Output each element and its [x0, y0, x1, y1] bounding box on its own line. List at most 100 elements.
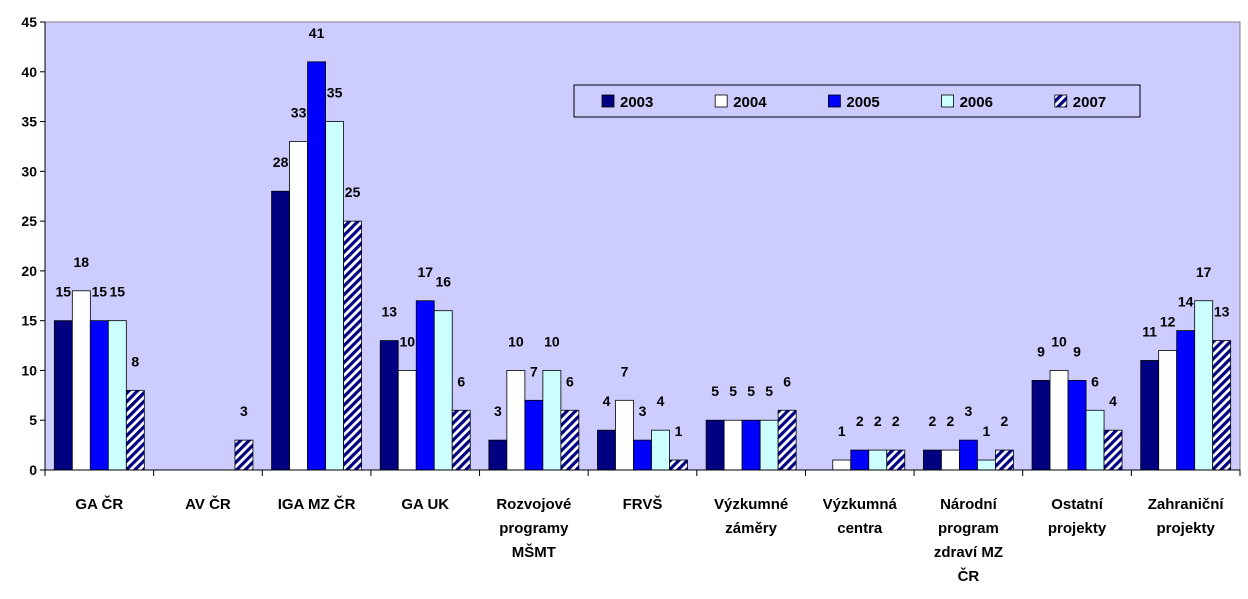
data-label-2007-4: 6	[566, 373, 574, 389]
data-label-2003-5: 4	[603, 393, 611, 409]
data-label-2003-10: 11	[1142, 323, 1157, 339]
x-tick-label-7: Výzkumná centra	[823, 496, 898, 537]
data-label-2007-6: 6	[783, 373, 791, 389]
data-label-2004-5: 7	[621, 363, 629, 379]
data-label-2006-7: 2	[874, 413, 882, 429]
y-tick-label: 35	[21, 114, 37, 130]
x-axis: GA ČR AV ČR IGA MZ ČR GA UK Rozvojové program…	[44, 469, 1241, 585]
bar-2005-6	[741, 419, 761, 471]
bar-2003-3	[379, 340, 399, 471]
legend-swatch-2003	[601, 94, 615, 108]
bar-2003-10	[1140, 360, 1160, 471]
data-label-2005-7: 2	[856, 413, 864, 429]
bar-2004-2	[289, 141, 308, 471]
data-label-2003-6: 5	[711, 383, 719, 399]
data-label-2006-6: 5	[765, 383, 773, 399]
legend-swatch-2007	[1054, 94, 1068, 108]
bar-2007-4	[560, 409, 580, 471]
bar-2006-8	[977, 459, 996, 471]
bar-2007-2	[343, 220, 362, 471]
bar-2007-9	[1103, 429, 1123, 471]
bar-2005-5	[633, 439, 652, 471]
data-label-2005-2: 41	[309, 25, 325, 41]
x-tick-label-0: GA ČR	[75, 495, 123, 513]
data-label-2004-9: 10	[1051, 333, 1067, 349]
bar-2005-7	[850, 449, 870, 471]
bars-layer	[53, 61, 1232, 471]
data-label-2003-0: 15	[56, 284, 72, 300]
x-tick-label-10: Zahraniční projekty	[1148, 496, 1225, 537]
x-tick-label-9: Ostatní projekty	[1048, 496, 1107, 537]
data-label-2006-3: 16	[435, 274, 451, 290]
data-label-2003-8: 2	[929, 413, 937, 429]
bar-2004-0	[71, 290, 91, 471]
data-label-2007-0: 8	[131, 353, 139, 369]
bar-2003-8	[923, 449, 942, 471]
data-label-2003-9: 9	[1037, 343, 1045, 359]
y-tick-label: 40	[21, 64, 37, 80]
data-label-2006-9: 6	[1091, 373, 1099, 389]
bar-2006-7	[868, 449, 888, 471]
legend-label-2003: 2003	[620, 94, 653, 111]
data-label-2005-5: 3	[639, 403, 647, 419]
legend-swatch-2005	[828, 94, 841, 108]
bar-2003-4	[488, 439, 508, 471]
x-tick-label-6: Výzkumné záměry	[714, 496, 788, 537]
bar-2003-6	[705, 419, 725, 471]
x-tick-label-1: AV ČR	[185, 495, 231, 513]
bar-2007-3	[451, 409, 471, 471]
y-tick-label: 15	[21, 313, 37, 329]
data-label-2007-3: 6	[457, 373, 465, 389]
legend-label-2006: 2006	[960, 94, 993, 111]
x-tick-label-8: Národní program zdraví MZ ČR	[934, 496, 1003, 585]
x-tick-label-5: FRVŠ	[623, 495, 663, 513]
data-label-2005-0: 15	[92, 284, 108, 300]
data-label-2007-1: 3	[240, 403, 248, 419]
data-label-2005-3: 17	[417, 264, 433, 280]
bar-2007-1	[234, 439, 254, 471]
data-label-2006-0: 15	[110, 284, 126, 300]
data-label-2006-10: 17	[1196, 264, 1212, 280]
data-label-2004-3: 10	[399, 333, 415, 349]
bar-2003-5	[597, 429, 616, 471]
bar-2007-0	[125, 389, 145, 471]
data-label-2005-10: 14	[1178, 294, 1194, 310]
bar-2007-6	[777, 409, 797, 471]
data-label-2004-4: 10	[508, 333, 524, 349]
bar-2006-3	[433, 310, 453, 471]
bar-2006-6	[759, 419, 779, 471]
data-label-2006-2: 35	[327, 85, 343, 101]
bar-2005-8	[959, 439, 978, 471]
data-label-2004-0: 18	[74, 254, 90, 270]
legend-label-2007: 2007	[1073, 94, 1106, 111]
bar-2007-10	[1212, 340, 1232, 471]
bar-2003-9	[1031, 379, 1051, 471]
data-label-2005-4: 7	[530, 363, 538, 379]
bar-2006-10	[1194, 300, 1214, 471]
legend-box	[573, 84, 1141, 118]
data-label-2004-10: 12	[1160, 314, 1176, 330]
y-tick-label: 0	[29, 462, 37, 478]
data-label-2007-8: 2	[1001, 413, 1009, 429]
bar-2006-9	[1085, 409, 1105, 471]
data-label-2005-8: 3	[965, 403, 973, 419]
data-label-2007-9: 4	[1109, 393, 1117, 409]
bar-2007-5	[669, 459, 688, 471]
bar-2005-2	[307, 61, 326, 471]
bar-2005-3	[415, 300, 435, 471]
y-tick-label: 10	[21, 362, 37, 378]
bar-2005-4	[524, 399, 544, 471]
bar-2005-0	[89, 320, 109, 471]
data-label-2003-2: 28	[273, 154, 289, 170]
x-tick-label-2: IGA MZ ČR	[278, 495, 356, 513]
data-label-2006-5: 4	[657, 393, 665, 409]
x-tick-label-4: Rozvojové programy MŠMT	[496, 496, 571, 561]
data-label-2004-7: 1	[838, 423, 846, 439]
data-label-2007-7: 2	[892, 413, 900, 429]
bar-2004-5	[615, 399, 634, 471]
data-label-2003-3: 13	[381, 304, 397, 320]
bar-2005-10	[1176, 330, 1196, 471]
data-label-2003-4: 3	[494, 403, 502, 419]
data-label-2004-8: 2	[947, 413, 955, 429]
